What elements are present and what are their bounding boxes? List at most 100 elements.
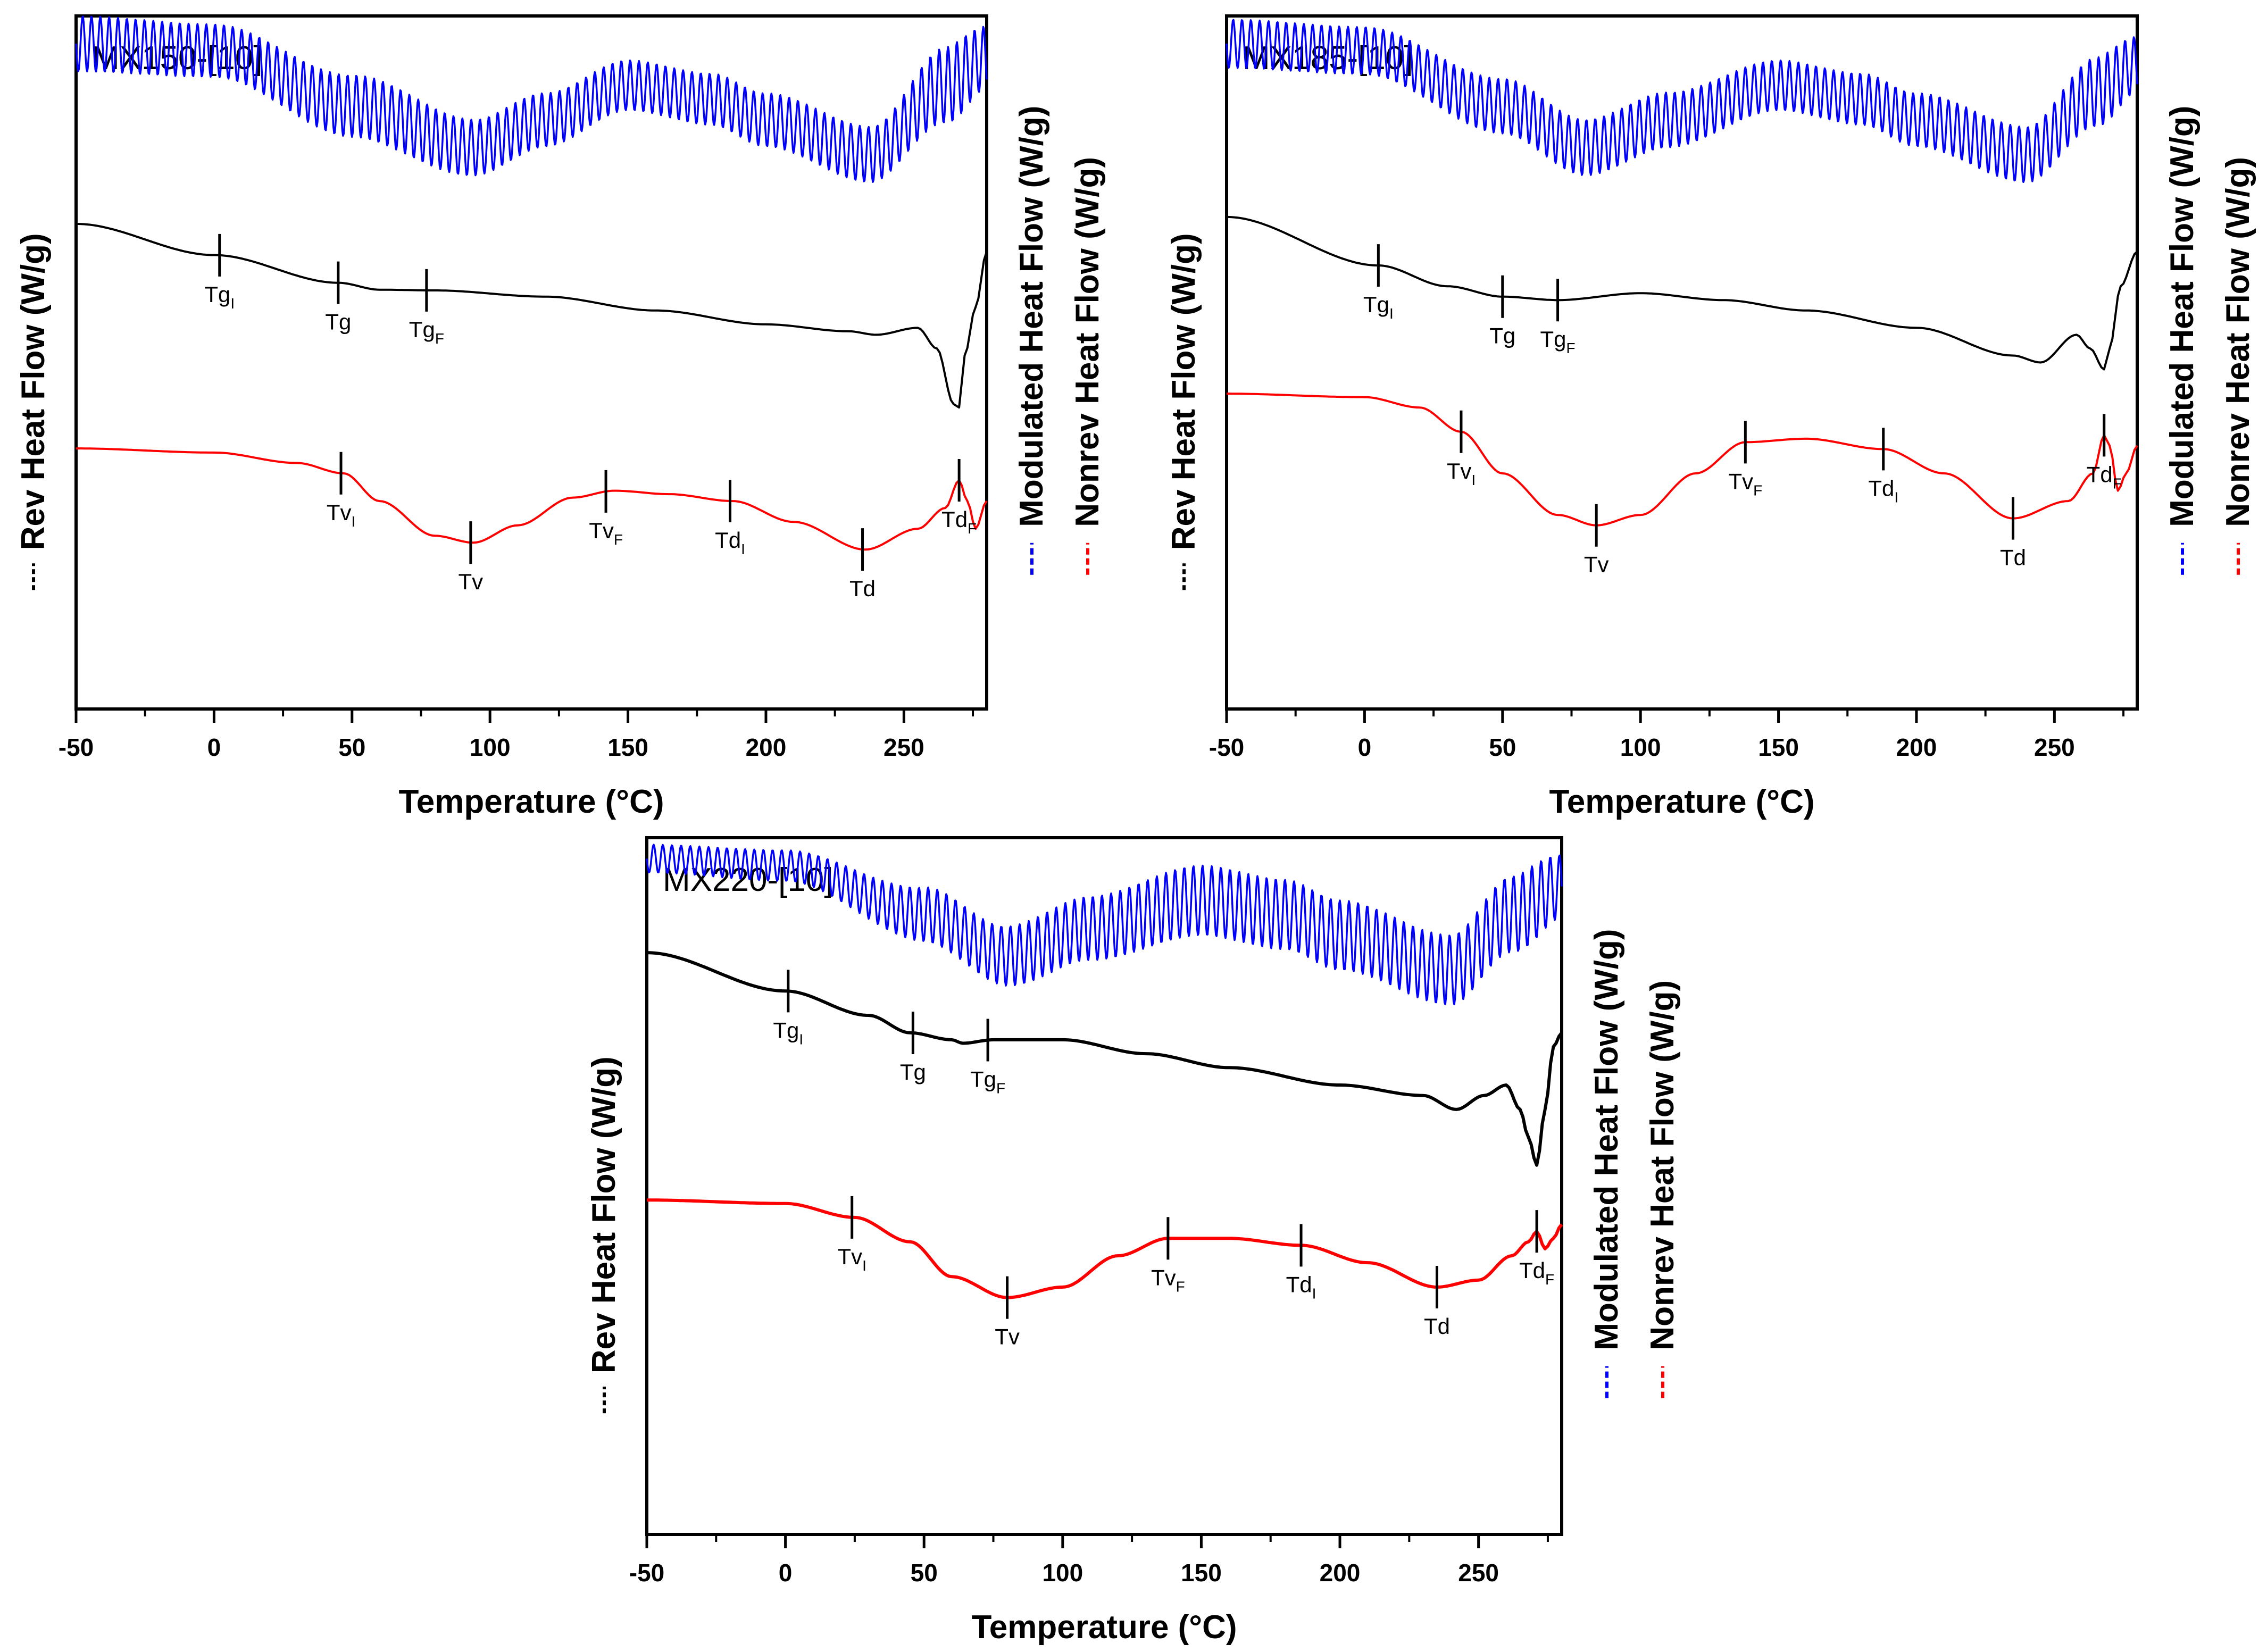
x-tick-label: 0	[779, 1559, 793, 1587]
x-axis-title: Temperature (°C)	[1549, 783, 1814, 820]
x-axis-title: Temperature (°C)	[398, 783, 664, 820]
x-tick-label: 150	[1181, 1559, 1222, 1587]
ann-td-f-label-sub: F	[968, 520, 977, 537]
ann-tv-i-label-main: Tv	[1447, 458, 1472, 483]
legend-modulated: Modulated Heat Flow (W/g)	[1588, 929, 1625, 1398]
ann-tg-label: Tg	[900, 1059, 926, 1084]
ann-tv-f-label-sub: F	[1753, 482, 1762, 498]
y-axis-left-title: Rev Heat Flow (W/g)	[15, 233, 52, 550]
rev-heat-flow-line	[647, 951, 1563, 1167]
ann-tg-label: Tg	[1489, 323, 1515, 348]
ann-td-i-label-main: Td	[1868, 475, 1894, 500]
ann-tv-f-label-sub: F	[614, 531, 623, 548]
ann-td-i-label: TdI	[1868, 475, 1898, 505]
ann-tv-f-label: TvF	[1728, 469, 1762, 498]
x-tick-label: -50	[629, 1559, 664, 1587]
y-axis-left-legend: Rev Heat Flow (W/g)	[1165, 233, 1202, 590]
ann-tg-f-label: TgF	[1540, 327, 1575, 356]
ann-tg-f-label-main: Tg	[970, 1066, 996, 1091]
ann-td-f-label-main: Td	[1519, 1258, 1545, 1283]
x-tick-label: 0	[1358, 733, 1372, 761]
ann-tg-label: Tg	[325, 310, 351, 335]
modulated-heat-flow-line	[75, 15, 988, 183]
ann-tg-i-label-main: Tg	[773, 1017, 799, 1042]
ann-tv-i-label-main: Tv	[837, 1244, 862, 1269]
ann-tg-f-label-sub: F	[435, 330, 444, 347]
x-tick-label: 50	[1489, 733, 1516, 761]
ann-td-label: Td	[1424, 1314, 1450, 1339]
x-tick-label: -50	[59, 733, 94, 761]
ann-tg-i-label-main: Tg	[1363, 292, 1389, 317]
ann-td-f-label-sub: F	[1545, 1271, 1554, 1288]
ann-td-f-label: TdF	[941, 507, 977, 537]
ann-tg-f-label: TgF	[409, 317, 444, 347]
x-tick-label: 250	[2034, 733, 2075, 761]
ann-td-i-label-main: Td	[1286, 1272, 1312, 1297]
legend-modulated: Modulated Heat Flow (W/g)	[2164, 106, 2201, 575]
ann-td-i-label: TdI	[1286, 1272, 1316, 1301]
nonrev-heat-flow-line	[647, 1198, 1563, 1299]
y-axis-left-legend: Rev Heat Flow (W/g)	[15, 233, 52, 590]
legend-nonrev-label: Nonrev Heat Flow (W/g)	[2220, 157, 2256, 527]
ann-td-label: Td	[849, 576, 876, 601]
ann-tv-i-label-sub: I	[862, 1257, 866, 1274]
ann-tv-i-label: TvI	[1447, 458, 1476, 488]
ann-td-f-label-sub: F	[2113, 475, 2122, 491]
ann-tv-i-label: TvI	[327, 500, 355, 530]
ann-td-i-label: TdI	[715, 528, 745, 557]
x-tick-label: 50	[338, 733, 365, 761]
ann-tg-i-label-sub: I	[1389, 305, 1394, 322]
ann-td-label-main: Td	[1424, 1314, 1450, 1339]
ann-tv-f-label: TvF	[589, 518, 623, 548]
ann-tg-i-label-sub: I	[799, 1031, 803, 1047]
legend-nonrev-label: Nonrev Heat Flow (W/g)	[1644, 980, 1681, 1350]
ann-tg-f-label: TgF	[970, 1066, 1005, 1096]
legend-modulated: Modulated Heat Flow (W/g)	[1013, 106, 1050, 575]
plot-frame	[645, 836, 1563, 1536]
x-tick-label: 0	[207, 733, 221, 761]
ann-tg-i-label-main: Tg	[204, 282, 230, 307]
ann-td-f-label-main: Td	[2087, 462, 2113, 487]
ann-tg-i-label: TgI	[1363, 292, 1394, 322]
ann-td-i-label-sub: I	[741, 541, 745, 557]
ann-td-i-label-sub: I	[1894, 489, 1898, 505]
plot-frame	[74, 14, 988, 711]
x-tick-label: 200	[1320, 1559, 1361, 1587]
plot-frame	[1225, 14, 2139, 711]
legend-nonrev: Nonrev Heat Flow (W/g)	[2220, 157, 2256, 575]
x-tick-label: 150	[1758, 733, 1799, 761]
ann-td-f-label: TdF	[2087, 462, 2122, 491]
x-tick-label: 250	[1458, 1559, 1499, 1587]
ann-tv-f-label-main: Tv	[1728, 469, 1753, 494]
x-tick-label: 100	[1620, 733, 1661, 761]
ann-td-i-label-main: Td	[715, 528, 741, 553]
ann-tg-i-label-sub: I	[230, 295, 235, 312]
panel-mx150: MX150-[10]-50 0 50 100 150 200 250Temperature …	[15, 14, 1106, 820]
ann-tg-f-label-main: Tg	[1540, 327, 1566, 352]
panel-mx185: MX185-[10]-50 0 50 100 150 200 250Temperature …	[1165, 14, 2256, 820]
ann-tg-label-main: Tg	[900, 1059, 926, 1084]
ann-tv-label-main: Tv	[459, 569, 484, 594]
ann-tv-i-label-main: Tv	[327, 500, 352, 525]
ann-tg-i-label: TgI	[204, 282, 235, 312]
x-tick-label: 200	[746, 733, 787, 761]
nonrev-heat-flow-line	[76, 447, 988, 551]
x-tick-label: -50	[1209, 733, 1244, 761]
legend-modulated-label: Modulated Heat Flow (W/g)	[1588, 929, 1625, 1350]
modulated-heat-flow-line	[646, 844, 1563, 1006]
legend-nonrev: Nonrev Heat Flow (W/g)	[1069, 157, 1106, 575]
y-axis-left-legend: Rev Heat Flow (W/g)	[586, 1056, 622, 1414]
ann-tv-label-main: Tv	[1584, 552, 1609, 577]
x-tick-label: 250	[884, 733, 924, 761]
y-axis-left-title: Rev Heat Flow (W/g)	[586, 1056, 622, 1373]
ann-td-label-main: Td	[2000, 545, 2026, 570]
modulated-heat-flow-line	[1226, 19, 2138, 183]
ann-tg-label-main: Tg	[325, 310, 351, 335]
x-tick-label: 200	[1896, 733, 1937, 761]
ann-tg-f-label-sub: F	[996, 1080, 1005, 1096]
x-tick-label: 150	[607, 733, 648, 761]
x-axis-title: Temperature (°C)	[971, 1609, 1237, 1646]
y-axis-left-title: Rev Heat Flow (W/g)	[1165, 233, 1202, 550]
legend-modulated-label: Modulated Heat Flow (W/g)	[2164, 106, 2201, 527]
